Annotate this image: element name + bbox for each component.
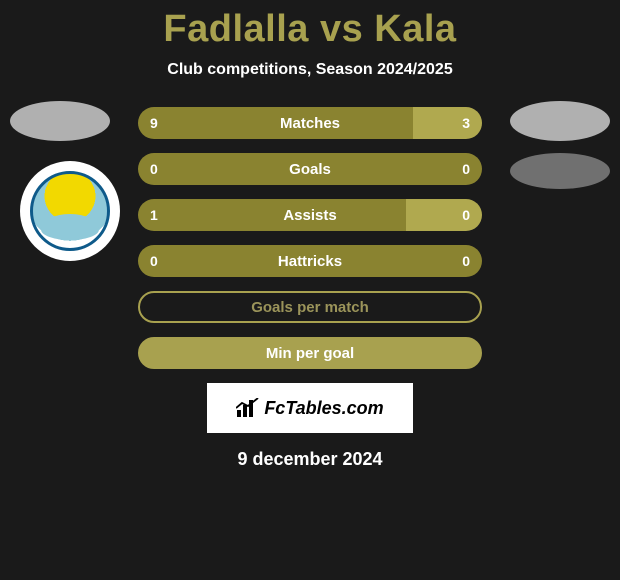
comparison-chart: 93Matches 00Goals 10Assists 00Hattricks Goal…: [0, 107, 620, 369]
stat-row: 00Goals: [138, 153, 482, 185]
stat-left-value: 9: [138, 107, 413, 139]
chart-icon: [236, 398, 260, 418]
stat-right-value: 3: [413, 107, 482, 139]
subtitle: Club competitions, Season 2024/2025: [0, 61, 620, 79]
stat-row: 10Assists: [138, 199, 482, 231]
watermark-text: FcTables.com: [264, 398, 383, 419]
stat-label: Goals per match: [138, 291, 482, 323]
player-right-placeholder-2: [510, 153, 610, 189]
player-left-placeholder: [10, 101, 110, 141]
stat-left-value: 1: [138, 199, 406, 231]
stat-right-value: 0: [310, 153, 482, 185]
club-badge: [20, 161, 120, 261]
stat-right-value: 0: [310, 245, 482, 277]
stat-left-value: 0: [138, 153, 310, 185]
stat-bars: 93Matches 00Goals 10Assists 00Hattricks Goal…: [138, 107, 482, 369]
date: 9 december 2024: [0, 449, 620, 470]
stat-row: Min per goal: [138, 337, 482, 369]
club-badge-icon: [30, 171, 110, 251]
page-title: Fadlalla vs Kala: [0, 0, 620, 51]
stat-row: Goals per match: [138, 291, 482, 323]
stat-left-value: 0: [138, 245, 310, 277]
stat-right-value: 0: [406, 199, 482, 231]
watermark: FcTables.com: [207, 383, 413, 433]
stat-label: Min per goal: [138, 337, 482, 369]
stat-row: 00Hattricks: [138, 245, 482, 277]
stat-row: 93Matches: [138, 107, 482, 139]
player-right-placeholder-1: [510, 101, 610, 141]
